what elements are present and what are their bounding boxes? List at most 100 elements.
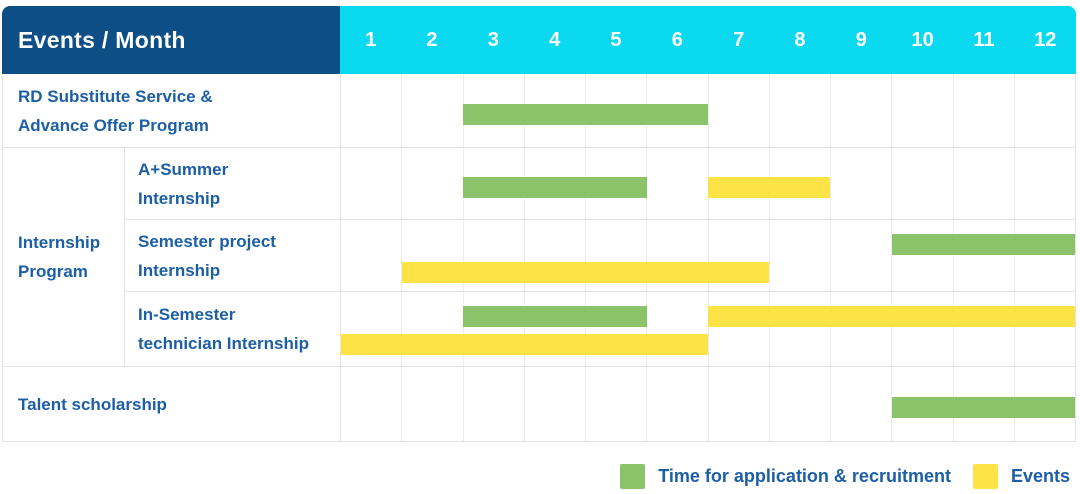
schedule-table: Events / Month 1 2 3 4 5 6 7 8 9 10 11 12 RD Substi… (2, 6, 1076, 442)
label-line: Talent scholarship (18, 394, 167, 414)
month-label: 10 (911, 28, 934, 51)
chart-cell (341, 292, 1075, 366)
row-label: In-Semester technician Internship (125, 292, 341, 366)
month-label: 12 (1034, 28, 1057, 51)
application-bar (463, 176, 647, 198)
grid-column (1015, 220, 1075, 291)
label-line: Internship (18, 233, 101, 252)
label-line: technician Internship (138, 334, 309, 353)
group-label: Internship Program (3, 148, 125, 366)
grid-column (402, 367, 464, 441)
grid-column (402, 292, 464, 366)
grid-column (586, 367, 648, 441)
month-label: 9 (855, 28, 867, 51)
grid-column (525, 292, 586, 366)
grid-column (647, 74, 709, 147)
grid-column (402, 220, 464, 291)
grid-column (1015, 292, 1075, 366)
grid-column (464, 220, 525, 291)
grid-column (770, 148, 831, 219)
chart-cell (341, 148, 1075, 219)
grid-column (647, 148, 709, 219)
month-label: 6 (671, 28, 683, 51)
application-bar (891, 397, 1075, 418)
label-line: RD Substitute Service & (18, 86, 213, 106)
grid-column (892, 74, 954, 147)
grid-column (402, 74, 464, 147)
grid-column (586, 220, 648, 291)
month-header: 1 2 3 4 5 6 7 8 9 10 11 12 (340, 6, 1076, 74)
grid-column (341, 148, 403, 219)
table-row: Semester project Internship (125, 220, 1075, 292)
legend-item: Events (972, 463, 1070, 489)
grid-column (892, 292, 954, 366)
grid-column (464, 367, 525, 441)
legend-label: Events (1010, 465, 1070, 486)
grid-column (525, 367, 586, 441)
grid-column (525, 220, 586, 291)
table-body: RD Substitute Service & Advance Offer Pro… (2, 74, 1076, 442)
legend: Time for application & recruitment Events (0, 462, 1080, 490)
grid-column (831, 220, 893, 291)
grid-column (709, 367, 770, 441)
grid-column (770, 74, 831, 147)
table-header-title: Events / Month (2, 6, 340, 74)
label-line: Program (18, 262, 88, 281)
label-line: A+Summer (138, 159, 229, 179)
grid-column (709, 292, 770, 366)
table-row: RD Substitute Service & Advance Offer Pro… (3, 74, 1075, 148)
event-bar (708, 306, 1075, 327)
grid-column (341, 74, 403, 147)
group-row: Internship Program A+Summer Internship Semes… (3, 148, 1075, 367)
application-bar (463, 103, 708, 125)
table-row: In-Semester technician Internship (125, 292, 1075, 366)
event-bar (708, 176, 831, 198)
month-grid (341, 220, 1075, 291)
grid-column (1015, 148, 1075, 219)
grid-column (647, 220, 709, 291)
grid-column (831, 148, 893, 219)
grid-column (770, 367, 831, 441)
label-line: Internship (138, 188, 221, 208)
grid-column (341, 367, 403, 441)
row-label: RD Substitute Service & Advance Offer Pro… (3, 74, 341, 147)
grid-column (341, 292, 403, 366)
month-label: 3 (487, 28, 499, 51)
legend-swatch-yellow (972, 463, 998, 489)
grid-column (831, 367, 893, 441)
grid-column (954, 74, 1015, 147)
grid-column (709, 220, 770, 291)
application-bar (463, 306, 647, 327)
month-label: 1 (365, 28, 377, 51)
label-line: Semester project (138, 231, 276, 251)
month-grid (341, 74, 1075, 147)
event-bar (402, 262, 770, 283)
legend-item: Time for application & recruitment (620, 463, 951, 489)
grid-column (954, 220, 1015, 291)
grid-column (1015, 74, 1075, 147)
grid-column (954, 148, 1015, 219)
grid-column (402, 148, 464, 219)
grid-column (892, 148, 954, 219)
table-row: A+Summer Internship (125, 148, 1075, 220)
grid-column (770, 292, 831, 366)
chart-cell (341, 74, 1075, 147)
sub-rows: A+Summer Internship Semester project Intern… (125, 148, 1075, 366)
grid-column (647, 292, 709, 366)
legend-label: Time for application & recruitment (658, 465, 951, 486)
grid-column (892, 220, 954, 291)
label-line: Advance Offer Program (18, 115, 209, 135)
month-label: 2 (426, 28, 438, 51)
month-label: 8 (794, 28, 806, 51)
grid-column (831, 292, 893, 366)
grid-column (831, 74, 893, 147)
month-label: 5 (610, 28, 622, 51)
table-row: Talent scholarship (3, 367, 1075, 441)
grid-column (341, 220, 403, 291)
grid-column (647, 367, 709, 441)
chart-cell (341, 220, 1075, 291)
month-label: 7 (733, 28, 745, 51)
row-label: A+Summer Internship (125, 148, 341, 219)
label-line: In-Semester (138, 305, 236, 324)
